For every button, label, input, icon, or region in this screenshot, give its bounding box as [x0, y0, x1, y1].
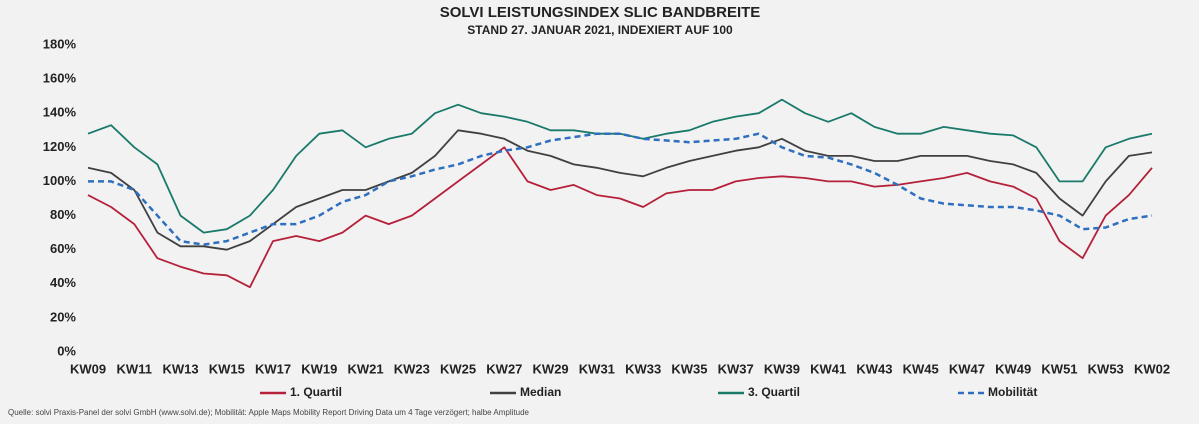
y-tick-label: 40% — [50, 275, 76, 290]
x-tick-label: KW15 — [209, 361, 245, 376]
legend-label: Median — [520, 385, 561, 399]
legend-label: Mobilität — [988, 385, 1037, 399]
x-tick-label: KW29 — [533, 361, 569, 376]
x-tick-label: KW39 — [764, 361, 800, 376]
x-tick-label: KW37 — [718, 361, 754, 376]
x-tick-label: KW53 — [1088, 361, 1124, 376]
series-line — [87, 146, 1153, 289]
x-tick-label: KW19 — [301, 361, 337, 376]
y-tick-label: 60% — [50, 241, 76, 256]
x-tick-label: KW02 — [1134, 361, 1170, 376]
legend-label: 3. Quartil — [748, 385, 800, 399]
source-note: Quelle: solvi Praxis-Panel der solvi Gmb… — [8, 408, 530, 417]
y-tick-label: 80% — [50, 207, 76, 222]
x-tick-label: KW31 — [579, 361, 615, 376]
series-line — [88, 132, 1153, 246]
y-tick-label: 0% — [57, 343, 76, 358]
x-tick-label: KW49 — [995, 361, 1031, 376]
y-tick-label: 20% — [50, 309, 76, 324]
chart-title: SOLVI LEISTUNGSINDEX SLIC BANDBREITE — [440, 4, 761, 21]
x-tick-label: KW25 — [440, 361, 476, 376]
y-tick-label: 140% — [43, 105, 77, 120]
x-tick-label: KW33 — [625, 361, 661, 376]
y-tick-label: 120% — [43, 139, 77, 154]
x-tick-label: KW41 — [810, 361, 846, 376]
x-tick-label: KW51 — [1041, 361, 1077, 376]
x-tick-label: KW35 — [671, 361, 707, 376]
x-tick-label: KW27 — [486, 361, 522, 376]
x-tick-label: KW21 — [348, 361, 384, 376]
x-tick-label: KW45 — [903, 361, 939, 376]
chart-subtitle: STAND 27. JANUAR 2021, INDEXIERT AUF 100 — [467, 23, 733, 37]
legend-label: 1. Quartil — [290, 385, 342, 399]
y-tick-label: 100% — [43, 173, 77, 188]
y-tick-label: 180% — [43, 36, 77, 51]
x-tick-label: KW09 — [70, 361, 106, 376]
x-tick-label: KW13 — [162, 361, 198, 376]
x-tick-label: KW47 — [949, 361, 985, 376]
x-tick-label: KW17 — [255, 361, 291, 376]
series-line — [87, 98, 1153, 234]
y-tick-label: 160% — [43, 71, 77, 86]
x-tick-label: KW43 — [856, 361, 892, 376]
x-tick-label: KW23 — [394, 361, 430, 376]
series-line — [87, 129, 1153, 251]
x-tick-label: KW11 — [117, 361, 152, 376]
